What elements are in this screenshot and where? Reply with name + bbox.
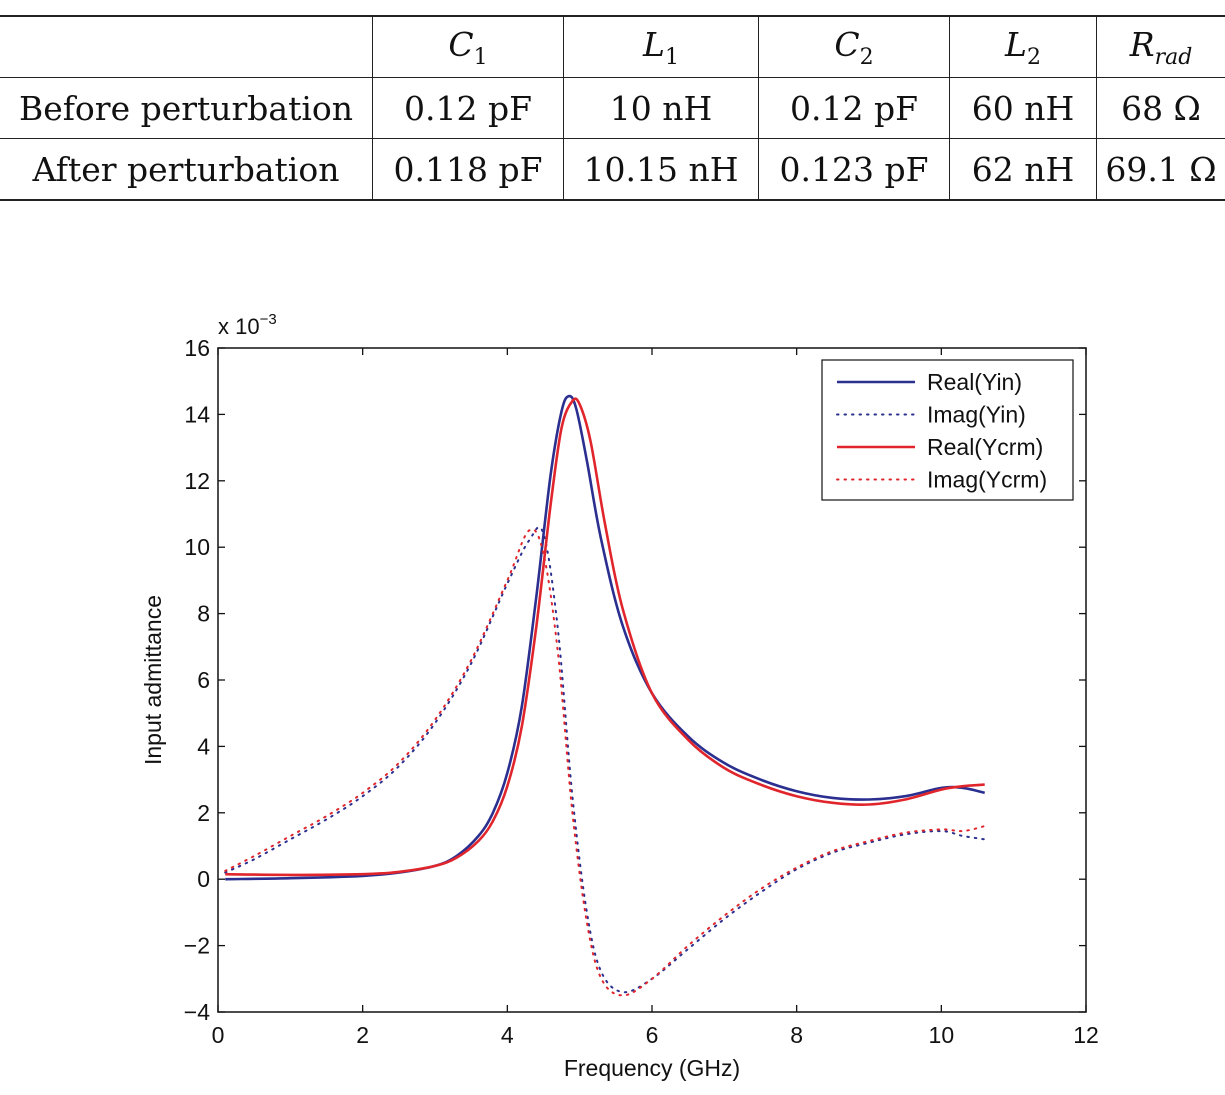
y-tick-label: 6 [197, 667, 210, 693]
table-cell: 0.118 pF [372, 138, 564, 200]
table-header-cell: C1 [372, 16, 564, 78]
row-label: Before perturbation [18, 88, 354, 128]
table-cell: 60 nH [949, 77, 1097, 139]
legend: Real(Yin) Imag(Yin) Real(Ycrm) Imag(Ycrm) [821, 359, 1074, 501]
legend-label: Imag(Yin) [927, 402, 1026, 428]
table-cell: 0.12 pF [372, 77, 564, 139]
x-axis-label: Frequency (GHz) [564, 1055, 740, 1081]
y-tick-label: 2 [197, 800, 210, 826]
x-tick-label: 4 [501, 1022, 514, 1048]
y-tick-label: 8 [197, 601, 210, 627]
x-tick-label: 8 [790, 1022, 803, 1048]
table-row: Before perturbation 0.12 pF 10 nH 0.12 p… [0, 77, 1225, 139]
table-cell: 10.15 nH [563, 138, 759, 200]
table-cell: 0.123 pF [758, 138, 950, 200]
table-header-cell: L1 [563, 16, 759, 78]
x-tick-label: 2 [356, 1022, 369, 1048]
x-tick-label: 6 [646, 1022, 659, 1048]
table-header-cell: Rrad [1096, 16, 1225, 78]
y-multiplier: x 10−3 [218, 311, 277, 339]
series-layer [224, 394, 986, 997]
parameter-table: C1 L1 C2 L2 Rrad Before perturbation 0.1… [0, 15, 1225, 201]
x-tick-label: 10 [929, 1022, 955, 1048]
y-tick-label: −4 [184, 999, 210, 1025]
legend-box [821, 359, 1074, 501]
table-cell: 68 Ω [1096, 77, 1225, 139]
table-header-cell: C2 [758, 16, 950, 78]
table-header-cell: L2 [949, 16, 1097, 78]
y-tick-label: 16 [184, 335, 210, 361]
row-label: After perturbation [32, 149, 340, 189]
y-tick-label: 14 [184, 401, 210, 427]
y-tick-label: 12 [184, 468, 210, 494]
legend-label: Real(Ycrm) [927, 434, 1043, 460]
y-tick-label: 10 [184, 534, 210, 560]
table-cell: 0.12 pF [758, 77, 950, 139]
x-tick-label: 12 [1073, 1022, 1099, 1048]
table-cell: 62 nH [949, 138, 1097, 200]
y-axis-label: Input admittance [140, 595, 166, 765]
x-tick-label: 0 [212, 1022, 225, 1048]
legend-label: Imag(Ycrm) [927, 467, 1047, 493]
legend-label: Real(Yin) [927, 369, 1022, 395]
table-header-row: C1 L1 C2 L2 Rrad [0, 16, 1225, 78]
y-tick-label: 0 [197, 866, 210, 892]
axis-ticks: 0 2 4 6 8 10 12 −4 −2 0 2 4 6 8 10 12 14 16 [184, 335, 1099, 1048]
table-cell: 10 nH [563, 77, 759, 139]
table-cell: 69.1 Ω [1096, 138, 1225, 200]
series-line-real-ycrm [225, 397, 985, 877]
y-tick-label: −2 [184, 933, 210, 959]
table-row: After perturbation 0.118 pF 10.15 nH 0.1… [0, 138, 1225, 200]
y-tick-label: 4 [197, 733, 210, 759]
